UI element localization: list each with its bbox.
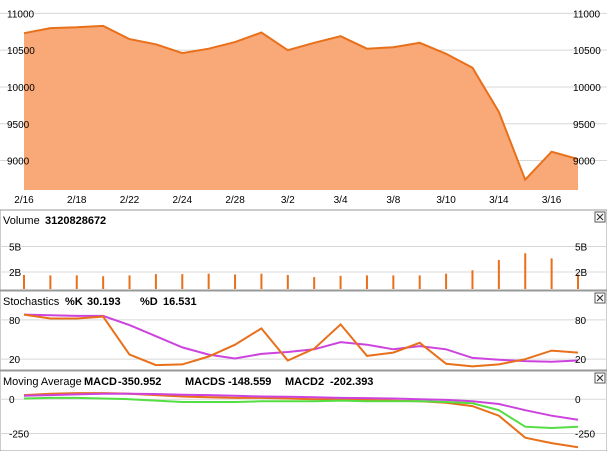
x-tick-label: 2/18 xyxy=(67,195,87,206)
y-tick-label: 2B xyxy=(9,268,22,279)
y-tick-label: 0 xyxy=(9,395,15,406)
volume-bar xyxy=(524,253,527,289)
moving-average-close-button[interactable] xyxy=(594,372,606,384)
volume-bar xyxy=(234,274,237,289)
y-tick-label: 80 xyxy=(575,316,587,327)
macd2-label: MACD2 xyxy=(285,376,324,388)
macd2-value: -202.393 xyxy=(330,376,373,388)
y-tick-label: 20 xyxy=(575,355,587,366)
stoch-d-label: %D xyxy=(140,296,158,308)
volume-bar xyxy=(102,276,105,289)
volume-bar xyxy=(339,275,342,289)
y-tick-label: 9500 xyxy=(7,120,30,131)
x-axis-band xyxy=(0,190,607,208)
stochastics-panel: Stochastics %K 30.193 %D 16.531 20 20 80 80 xyxy=(0,290,607,371)
y-tick-label: 0 xyxy=(575,395,581,406)
y-tick-label: 10500 xyxy=(573,46,601,57)
volume-bar xyxy=(418,275,421,289)
y-tick-label: 10000 xyxy=(573,83,601,94)
x-tick-label: 3/14 xyxy=(489,195,509,206)
volume-bar xyxy=(313,277,316,289)
volume-bar xyxy=(286,274,289,289)
price-x-ticks: 2/16 2/18 2/22 2/24 2/28 3/2 3/4 3/8 3/10 3/14 3/1… xyxy=(0,190,607,208)
y-tick-label: 9000 xyxy=(7,157,30,168)
y-tick-label: 11000 xyxy=(573,9,601,20)
y-tick-label: 80 xyxy=(9,316,21,327)
volume-bar xyxy=(49,275,52,289)
moving-average-gridlines xyxy=(0,398,607,435)
volume-bar xyxy=(23,274,25,289)
volume-bar xyxy=(154,274,157,289)
y-tick-label: 9500 xyxy=(573,120,596,131)
volume-bar xyxy=(497,260,500,289)
volume-bar xyxy=(75,275,78,289)
moving-average-panel-frame xyxy=(0,370,607,451)
moving-average-lines xyxy=(23,392,579,449)
price-area xyxy=(24,25,578,191)
x-tick-label: 3/10 xyxy=(436,195,456,206)
price-y-ticks-left: 9000 9500 10000 10500 11000 xyxy=(7,9,35,167)
macd-label: MACD xyxy=(84,376,117,388)
volume-panel-frame xyxy=(0,209,607,291)
y-tick-label: 10500 xyxy=(7,46,35,57)
volume-bar xyxy=(365,275,368,289)
y-tick-label: -250 xyxy=(575,430,595,441)
volume-bar xyxy=(207,273,210,289)
y-tick-label: 9000 xyxy=(573,157,596,168)
volume-bar xyxy=(260,273,263,289)
stoch-k-label: %K xyxy=(65,296,83,308)
volume-value: 3120828672 xyxy=(45,215,106,227)
stochastics-lines xyxy=(23,313,579,368)
y-tick-label: 5B xyxy=(575,242,588,253)
volume-bar xyxy=(550,258,553,289)
x-tick-label: 2/16 xyxy=(14,195,34,206)
volume-bar xyxy=(445,273,448,289)
price-panel: 9000 9500 10000 10500 11000 9000 9500 10000 105… xyxy=(0,9,607,208)
x-tick-label: 2/28 xyxy=(225,195,245,206)
y-tick-label: 5B xyxy=(9,242,22,253)
volume-bar xyxy=(128,275,131,289)
x-tick-label: 3/2 xyxy=(281,195,295,206)
stochastics-panel-frame xyxy=(0,290,607,371)
volume-bar xyxy=(471,270,474,289)
stochastics-close-button[interactable] xyxy=(594,292,606,304)
volume-bars xyxy=(23,253,579,289)
y-tick-label: 20 xyxy=(9,355,21,366)
volume-label: Volume xyxy=(3,215,40,227)
moving-average-y-ticks: -250 -250 0 0 xyxy=(9,395,595,440)
y-tick-label: -250 xyxy=(9,430,29,441)
volume-close-button[interactable] xyxy=(594,211,606,223)
macds-label: MACDS xyxy=(185,376,225,388)
macd-value: -350.952 xyxy=(118,376,161,388)
x-tick-label: 3/8 xyxy=(386,195,400,206)
stoch-line-k xyxy=(23,313,579,368)
volume-bar xyxy=(181,274,184,289)
volume-y-ticks: 2B 2B 5B 5B xyxy=(9,242,588,279)
stochastics-label: Stochastics xyxy=(3,296,60,308)
y-tick-label: 2B xyxy=(575,268,588,279)
y-tick-label: 11000 xyxy=(7,9,35,20)
volume-bar xyxy=(577,274,579,289)
macd2-line xyxy=(23,396,579,430)
x-tick-label: 3/16 xyxy=(542,195,562,206)
price-y-ticks-right: 9000 9500 10000 10500 11000 xyxy=(573,9,601,167)
volume-panel: Volume 3120828672 2B 2B 5B 5B xyxy=(0,209,607,291)
moving-average-panel: Moving Average MACD -350.952 MACDS -148.… xyxy=(0,370,607,451)
stochastics-y-ticks: 20 20 80 80 xyxy=(9,316,587,366)
y-tick-label: 10000 xyxy=(7,83,35,94)
volume-gridlines xyxy=(0,245,607,273)
x-tick-label: 2/24 xyxy=(173,195,193,206)
stoch-k-value: 30.193 xyxy=(87,296,121,308)
x-tick-label: 3/4 xyxy=(334,195,348,206)
price-line xyxy=(23,24,579,182)
x-tick-label: 2/22 xyxy=(120,195,140,206)
stoch-line-d xyxy=(23,313,579,363)
stoch-d-value: 16.531 xyxy=(163,296,197,308)
volume-bar xyxy=(392,275,395,289)
moving-average-label: Moving Average xyxy=(3,376,82,388)
macds-line xyxy=(23,392,579,421)
macds-value: -148.559 xyxy=(228,376,271,388)
